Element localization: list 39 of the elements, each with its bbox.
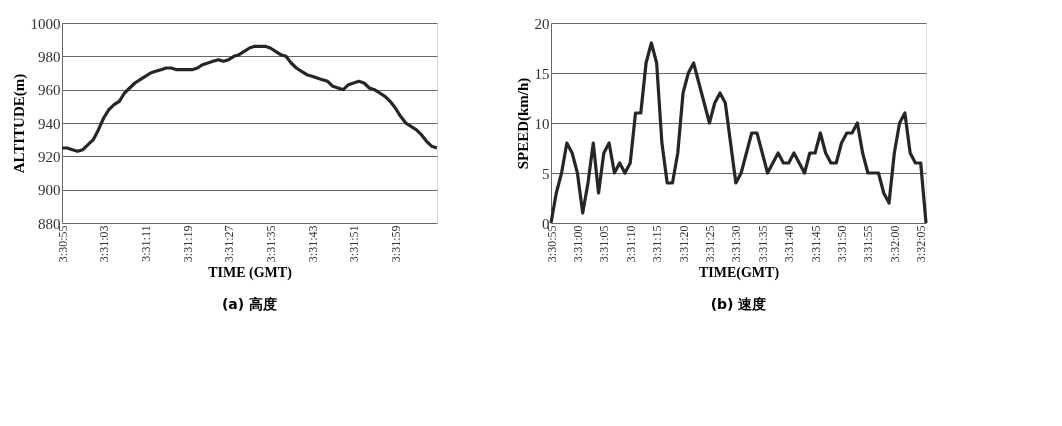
x-tick-label: 3:32:05 <box>914 225 929 263</box>
text: (a) 高度 <box>221 295 278 312</box>
x-tick-label: 3:31:15 <box>650 225 665 263</box>
x-tick-label: 3:31:35 <box>755 225 770 263</box>
y-tick-label: 15 <box>534 65 550 82</box>
x-tick-label: 3:31:19 <box>180 225 195 263</box>
line-series <box>60 44 439 153</box>
x-tick-label: 3:31:00 <box>570 225 585 263</box>
y-tick-label: 10 <box>534 115 550 132</box>
x-tick-label: 3:31:03 <box>97 225 112 263</box>
x-tick-label: 3:31:05 <box>597 225 612 263</box>
y-tick-label: 1000 <box>30 15 61 32</box>
x-tick-label: 3:32:00 <box>887 225 902 263</box>
x-tick-label: 3:31:55 <box>861 225 876 263</box>
y-tick-label: 960 <box>38 82 61 99</box>
x-tick-label: 3:31:35 <box>263 225 278 263</box>
x-tick-label: 3:31:50 <box>834 225 849 263</box>
x-axis-title: TIME(GMT) <box>698 265 780 282</box>
y-tick-label: 920 <box>38 148 61 165</box>
x-tick-label: 3:31:20 <box>676 225 691 263</box>
x-tick-label: 3:31:40 <box>782 225 797 263</box>
y-axis-title: ALTITUDE(m) <box>10 73 28 174</box>
x-axis-title: TIME (GMT) <box>208 265 293 282</box>
x-tick-label: 3:31:45 <box>808 225 823 263</box>
y-tick-label: 940 <box>38 115 61 132</box>
x-tick-label: 3:31:30 <box>729 225 744 263</box>
x-tick-label: 3:31:43 <box>305 225 320 263</box>
x-tick-label: 3:31:25 <box>702 225 717 263</box>
text: (b) 速度 <box>710 295 767 312</box>
x-tick-label: 3:31:27 <box>222 225 237 263</box>
x-tick-label: 3:31:11 <box>138 225 153 262</box>
x-tick-label: 3:31:10 <box>623 225 638 263</box>
y-tick-label: 5 <box>542 165 550 182</box>
y-tick-label: 980 <box>38 48 61 65</box>
x-tick-label: 3:31:51 <box>347 225 362 263</box>
y-tick-label: 900 <box>38 182 61 199</box>
y-axis-title: SPEED(km/h) <box>514 77 532 170</box>
y-tick-label: 20 <box>534 15 550 32</box>
x-tick-label: 3:31:59 <box>388 225 403 263</box>
